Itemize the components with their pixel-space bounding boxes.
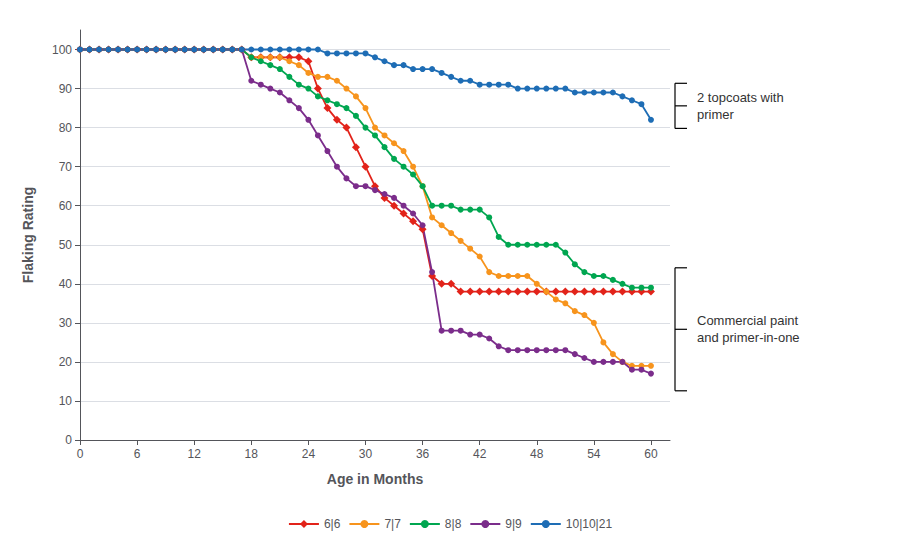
svg-text:Flaking Rating: Flaking Rating bbox=[20, 187, 36, 283]
svg-text:9|9: 9|9 bbox=[505, 517, 522, 531]
svg-text:80: 80 bbox=[59, 121, 73, 135]
svg-text:70: 70 bbox=[59, 160, 73, 174]
svg-text:60: 60 bbox=[644, 447, 658, 461]
svg-text:0: 0 bbox=[77, 447, 84, 461]
svg-text:40: 40 bbox=[59, 277, 73, 291]
svg-text:6|6: 6|6 bbox=[324, 517, 341, 531]
svg-text:54: 54 bbox=[587, 447, 601, 461]
svg-text:primer: primer bbox=[697, 107, 735, 122]
svg-text:24: 24 bbox=[302, 447, 316, 461]
svg-text:60: 60 bbox=[59, 199, 73, 213]
svg-text:8|8: 8|8 bbox=[445, 517, 462, 531]
svg-text:42: 42 bbox=[473, 447, 487, 461]
svg-text:0: 0 bbox=[65, 433, 72, 447]
svg-text:10: 10 bbox=[59, 394, 73, 408]
svg-text:50: 50 bbox=[59, 238, 73, 252]
svg-text:30: 30 bbox=[59, 316, 73, 330]
svg-text:Age in Months: Age in Months bbox=[327, 471, 424, 487]
svg-text:20: 20 bbox=[59, 355, 73, 369]
svg-text:30: 30 bbox=[359, 447, 373, 461]
svg-text:2 topcoats with: 2 topcoats with bbox=[697, 90, 784, 105]
svg-text:12: 12 bbox=[188, 447, 202, 461]
svg-text:and primer-in-one: and primer-in-one bbox=[697, 330, 800, 345]
svg-text:10|10|21: 10|10|21 bbox=[566, 517, 613, 531]
svg-text:18: 18 bbox=[245, 447, 259, 461]
svg-text:48: 48 bbox=[530, 447, 544, 461]
svg-text:6: 6 bbox=[134, 447, 141, 461]
svg-text:100: 100 bbox=[52, 43, 72, 57]
svg-text:90: 90 bbox=[59, 82, 73, 96]
svg-text:7|7: 7|7 bbox=[384, 517, 401, 531]
svg-text:Commercial paint: Commercial paint bbox=[697, 313, 799, 328]
svg-text:36: 36 bbox=[416, 447, 430, 461]
